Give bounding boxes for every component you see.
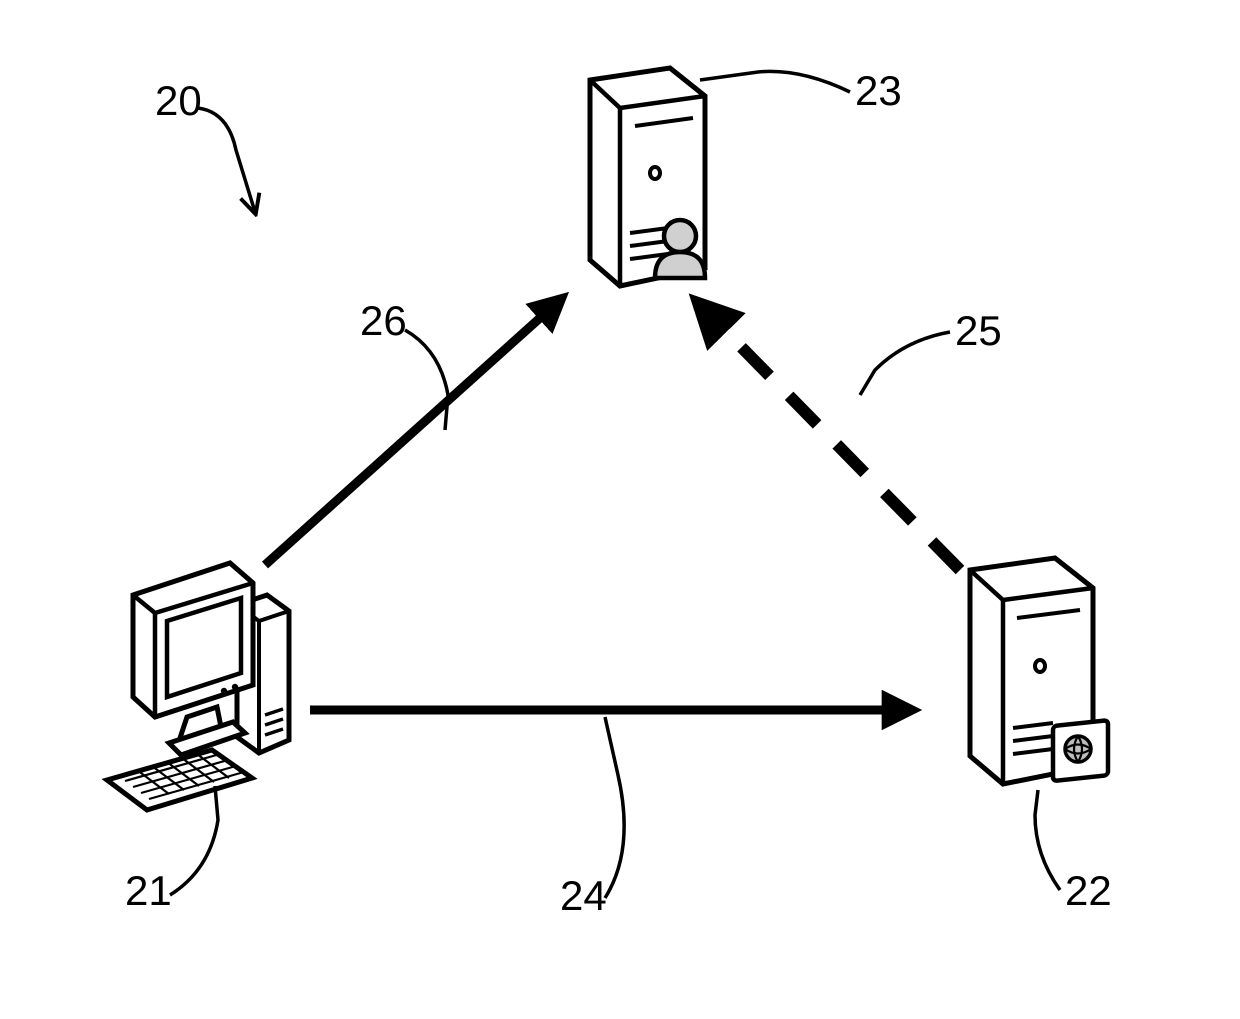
web-server-node xyxy=(970,558,1108,784)
arrow-web-to-user xyxy=(700,305,960,570)
label-22: 22 xyxy=(1065,867,1112,914)
user-server-node xyxy=(590,68,705,286)
label-25: 25 xyxy=(955,307,1002,354)
diagram-canvas: 20 23 25 26 21 24 22 xyxy=(0,0,1240,1019)
label-23: 23 xyxy=(855,67,902,114)
globe-disk-icon xyxy=(1053,720,1108,781)
label-21: 21 xyxy=(125,867,172,914)
label-24: 24 xyxy=(560,872,607,919)
arrow-pc-to-user xyxy=(265,300,560,565)
label-26: 26 xyxy=(360,297,407,344)
edges xyxy=(265,300,960,710)
computer-node xyxy=(107,563,289,810)
keyboard-icon xyxy=(107,750,252,810)
label-20: 20 xyxy=(155,77,202,124)
